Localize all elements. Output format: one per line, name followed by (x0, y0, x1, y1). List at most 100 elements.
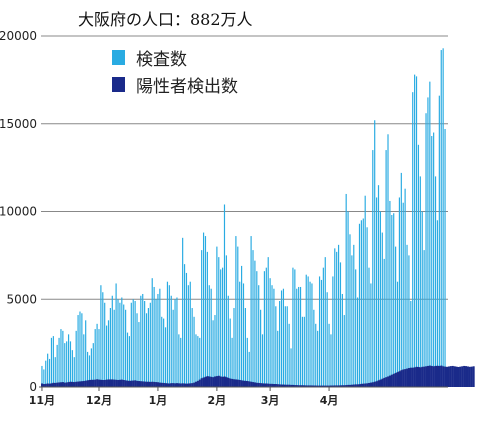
bar-tests (126, 332, 129, 387)
bar-positives (387, 376, 390, 387)
bar-tests (358, 223, 361, 387)
bar-positives (240, 380, 243, 387)
bar-positives (328, 385, 331, 387)
bar-tests (191, 308, 193, 387)
bar-positives (366, 383, 369, 387)
bar-positives (442, 366, 445, 387)
bar-positives (219, 376, 222, 387)
legend: 検査数 陽性者検出数 (112, 44, 238, 98)
bar-tests (67, 334, 70, 387)
bar-tests (410, 301, 412, 387)
bar-tests (341, 293, 343, 387)
bar-tests (119, 302, 121, 387)
bar-tests (229, 318, 231, 387)
bar-tests (370, 283, 372, 387)
bar-positives (415, 366, 418, 387)
bar-tests (286, 306, 288, 387)
bar-tests (71, 350, 73, 387)
bar-tests (47, 353, 49, 387)
bar-positives (145, 381, 148, 387)
grid-lines (41, 35, 448, 300)
bar-positives (176, 383, 179, 387)
bar-tests (62, 330, 64, 387)
bar-tests (356, 297, 359, 387)
bar-tests (185, 272, 188, 387)
legend-label-tests: 検査数 (136, 50, 187, 70)
bar-positives (46, 383, 49, 387)
bar-positives (117, 379, 120, 387)
bar-tests (353, 244, 355, 387)
bar-tests (280, 290, 283, 387)
bar-tests (374, 120, 376, 388)
bar-positives (252, 382, 255, 387)
bar-tests (50, 337, 53, 387)
bar-tests (151, 278, 153, 387)
bar-positives (71, 381, 74, 387)
bar-tests (396, 281, 399, 387)
bar-tests (117, 299, 119, 387)
bar-positives (271, 383, 274, 387)
bar-positives (299, 385, 302, 387)
bar-positives (369, 382, 372, 387)
bar-positives (206, 376, 209, 387)
bar-tests (351, 255, 353, 387)
bar-tests (98, 329, 100, 387)
bar-tests (423, 250, 425, 387)
bar-tests (387, 134, 389, 387)
bar-tests (115, 283, 117, 387)
bar-positives (61, 382, 64, 387)
bar-positives (250, 381, 253, 387)
bar-tests (419, 176, 421, 387)
bar-positives (394, 372, 397, 387)
bar-tests (440, 50, 442, 387)
bar-positives (255, 382, 258, 387)
bar-positives (103, 379, 106, 387)
bar-positives (330, 385, 333, 387)
bar-positives (63, 382, 66, 387)
bar-positives (459, 366, 462, 387)
bar-positives (132, 380, 135, 387)
bar-positives (52, 382, 55, 387)
bar-positives (293, 385, 296, 387)
bar-tests (379, 211, 381, 387)
bar-positives (371, 382, 374, 387)
bar-tests (318, 276, 321, 387)
bar-tests (216, 246, 218, 387)
bar-tests (362, 218, 364, 387)
bar-positives (187, 383, 190, 387)
bar-positives (208, 376, 211, 387)
bar-tests (138, 322, 140, 387)
bar-positives (48, 383, 51, 387)
bar-tests (389, 200, 391, 387)
x-tick-label: 4月 (320, 394, 339, 407)
y-tick-label: 5000 (6, 292, 37, 306)
bar-positives (470, 366, 473, 387)
bar-tests (83, 334, 85, 387)
bar-tests (66, 341, 68, 387)
bar-positives (453, 366, 456, 387)
bar-tests (202, 232, 205, 387)
bar-positives (50, 383, 53, 387)
bar-positives (221, 376, 224, 387)
bar-tests (237, 246, 239, 387)
bar-positives (162, 382, 165, 387)
bar-tests (176, 297, 178, 387)
bar-positives (168, 383, 171, 387)
bar-positives (331, 385, 334, 387)
bar-tests (284, 306, 286, 387)
bar-tests (113, 309, 115, 387)
bar-positives (204, 376, 207, 387)
bar-tests (429, 81, 431, 387)
bar-tests (412, 92, 414, 387)
tests-bars (41, 48, 446, 388)
bar-positives (465, 366, 468, 387)
bar-tests (145, 313, 148, 387)
bar-tests (92, 343, 94, 387)
bar-tests (142, 293, 144, 387)
bar-tests (328, 323, 330, 387)
bar-tests (134, 301, 136, 387)
bar-positives (305, 385, 308, 387)
bar-tests (265, 267, 267, 387)
bar-positives (215, 376, 218, 387)
bar-positives (404, 369, 407, 387)
